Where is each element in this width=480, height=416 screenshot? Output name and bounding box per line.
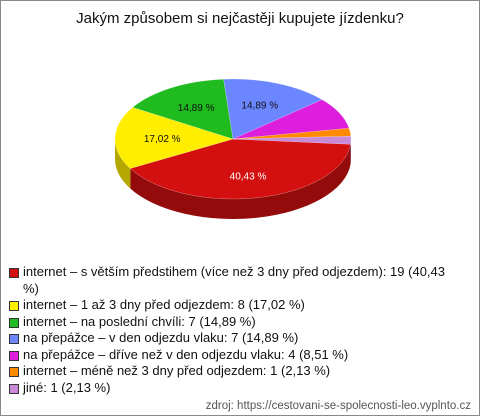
legend-swatch xyxy=(9,383,19,394)
legend-label: internet – na poslední chvíli: 7 (14,89 … xyxy=(23,313,256,329)
slice xyxy=(114,107,234,169)
slice-label: 14,89 % xyxy=(241,101,278,112)
slice xyxy=(129,138,351,200)
slice-label: 40,43 % xyxy=(230,171,267,182)
legend-item: na přepážce – dříve než v den odjezdu vl… xyxy=(9,347,461,364)
legend-label: internet – 1 až 3 dny před odjezdem: 8 (… xyxy=(23,297,305,312)
legend-label: internet – s větším předstihem (více než… xyxy=(23,264,445,296)
source: zdroj: https://cestovani-se-spolecnosti-… xyxy=(205,400,471,412)
slice xyxy=(232,99,350,140)
legend-swatch xyxy=(9,268,19,278)
legend-item: internet – s větším předstihem (více než… xyxy=(9,264,461,297)
legend-label: internet – méně než 3 dny před odjezdem:… xyxy=(23,363,331,378)
legend-item: na přepážce – v den odjezdu vlaku: 7 (14… xyxy=(9,330,461,347)
legend: internet – s větším předstihem (více než… xyxy=(9,264,461,396)
legend-swatch xyxy=(9,317,19,328)
slice xyxy=(232,135,352,145)
legend-swatch xyxy=(9,334,19,344)
slice xyxy=(223,78,323,140)
slice xyxy=(232,127,352,140)
legend-item: internet – méně než 3 dny před odjezdem:… xyxy=(9,363,461,380)
slice-label: 17,02 % xyxy=(144,134,181,145)
legend-label: na přepážce – v den odjezdu vlaku: 7 (14… xyxy=(23,330,299,345)
slice-label: 14,89 % xyxy=(178,103,215,114)
legend-swatch xyxy=(9,350,19,361)
slice xyxy=(132,78,234,140)
legend-swatch xyxy=(9,301,19,311)
slice-side xyxy=(115,139,131,189)
legend-label: jiné: 1 (2,13 %) xyxy=(23,379,111,395)
legend-swatch xyxy=(9,367,19,377)
pie-area: Jakým způsobem si nejčastěji kupujete jí… xyxy=(76,10,404,219)
chart-title: Jakým způsobem si nejčastěji kupujete jí… xyxy=(76,10,404,27)
legend-item: internet – na poslední chvíli: 7 (14,89 … xyxy=(9,314,461,331)
legend-item: internet – 1 až 3 dny před odjezdem: 8 (… xyxy=(9,297,461,314)
slice-side xyxy=(130,144,351,219)
legend-label: na přepážce – dříve než v den odjezdu vl… xyxy=(23,346,349,362)
legend-item: jiné: 1 (2,13 %) xyxy=(9,380,461,397)
